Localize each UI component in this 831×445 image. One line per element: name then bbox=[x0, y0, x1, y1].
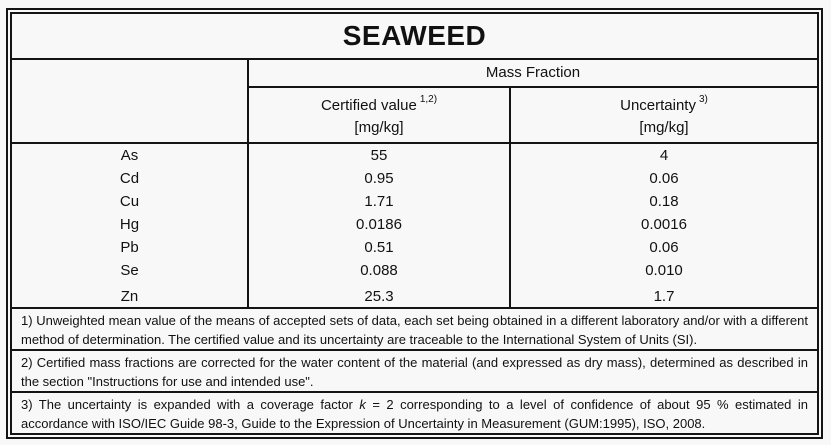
group-header-mass-fraction: Mass Fraction bbox=[249, 60, 817, 88]
certified-value: 0.0186 bbox=[249, 212, 511, 236]
element-symbol: Hg bbox=[12, 212, 249, 236]
element-symbol: Se bbox=[12, 258, 249, 282]
uncertainty-value: 0.18 bbox=[649, 192, 679, 210]
material-title: SEAWEED bbox=[342, 19, 487, 51]
certificate-outer-frame: SEAWEED Mass Fraction Certified value 1,2… bbox=[6, 8, 823, 439]
uncertainty-value: 4 bbox=[659, 146, 669, 164]
element-symbol: As bbox=[12, 143, 249, 167]
footnote-3-text-post: = 2 corresponding to a level of confiden… bbox=[21, 397, 808, 431]
certified-value: 0.51 bbox=[249, 235, 511, 259]
element-symbol: Pb bbox=[12, 235, 249, 259]
element-symbol: Cu bbox=[12, 189, 249, 213]
empty-corner-cell bbox=[12, 59, 249, 142]
element-symbol: Cd bbox=[12, 166, 249, 190]
uncertainty-label: Uncertainty 3) bbox=[620, 91, 708, 117]
column-header-certified-value: Certified value 1,2) [mg/kg] bbox=[249, 87, 511, 142]
column-header-uncertainty: Uncertainty 3) [mg/kg] bbox=[511, 88, 817, 142]
table-body: As 55 4 Cd 0.95 0.06 Cu 1.71 0.18 Hg 0.0… bbox=[12, 143, 817, 309]
certified-value-footnote-marker: 1,2) bbox=[419, 93, 438, 105]
footnote-1: 1) Unweighted mean value of the means of… bbox=[12, 309, 817, 351]
certificate-table: SEAWEED Mass Fraction Certified value 1,2… bbox=[10, 12, 819, 435]
uncertainty-value: 0.06 bbox=[649, 169, 679, 187]
uncertainty-value: 0.06 bbox=[649, 238, 679, 256]
group-header-label: Mass Fraction bbox=[485, 64, 581, 82]
certified-value: 1.71 bbox=[249, 189, 511, 213]
uncertainty-value: 0.010 bbox=[645, 261, 683, 279]
certified-value-unit: [mg/kg] bbox=[354, 118, 404, 136]
uncertainty-footnote-marker: 3) bbox=[698, 93, 708, 105]
certified-value: 0.95 bbox=[249, 166, 511, 190]
certified-value: 0.088 bbox=[249, 258, 511, 282]
title-row: SEAWEED bbox=[12, 14, 817, 60]
footnote-3-text-pre: 3) The uncertainty is expanded with a co… bbox=[21, 397, 360, 412]
certified-value-text: Certified value bbox=[320, 96, 417, 114]
footnote-3-k-symbol: k bbox=[359, 397, 366, 412]
uncertainty-text: Uncertainty bbox=[620, 96, 696, 114]
certified-value: 55 bbox=[249, 143, 511, 167]
certified-value: 25.3 bbox=[249, 281, 511, 307]
uncertainty-value: 0.0016 bbox=[641, 215, 687, 233]
element-symbol: Zn bbox=[12, 281, 249, 307]
footnote-2: 2) Certified mass fractions are correcte… bbox=[12, 351, 817, 393]
uncertainty-unit: [mg/kg] bbox=[639, 118, 689, 136]
uncertainty-value: 1.7 bbox=[653, 287, 675, 305]
table-header: Mass Fraction Certified value 1,2) [mg/kg… bbox=[12, 59, 817, 144]
footnote-3: 3) The uncertainty is expanded with a co… bbox=[12, 393, 817, 433]
certified-value-label: Certified value 1,2) bbox=[321, 91, 437, 117]
